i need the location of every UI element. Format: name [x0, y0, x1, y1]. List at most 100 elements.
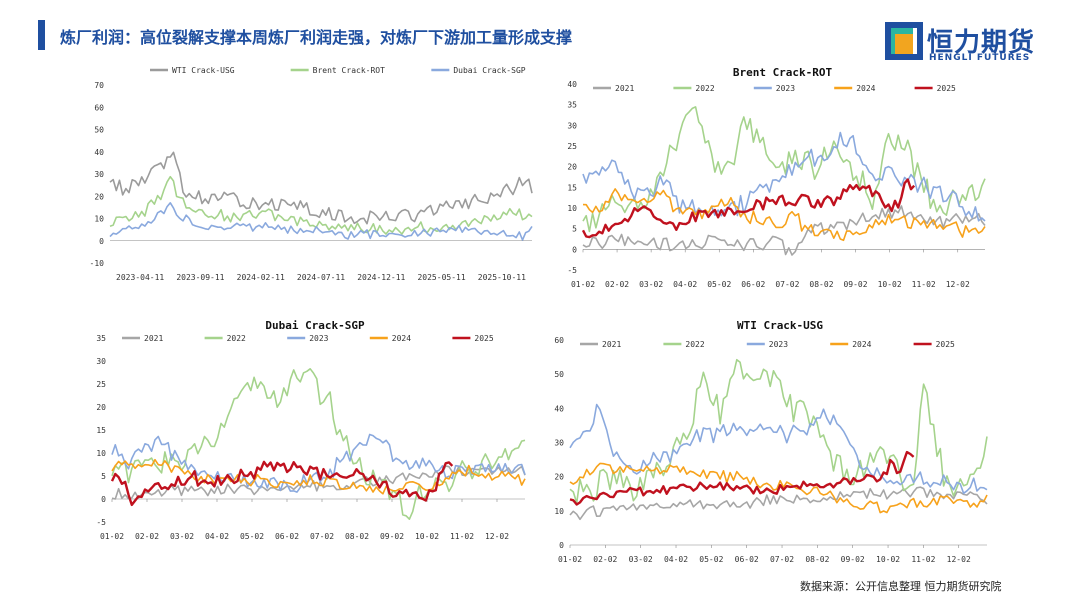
legend-label: 2022 [695, 84, 714, 93]
y-tick-label: 10 [567, 204, 577, 213]
legend-label: 2021 [144, 334, 163, 343]
y-tick-label: -5 [96, 518, 106, 527]
y-tick-label: -10 [90, 259, 105, 268]
y-tick-label: 30 [554, 439, 564, 448]
series-line-2021 [569, 486, 988, 521]
legend-label: 2024 [392, 334, 411, 343]
x-tick-label: 07-02 [770, 555, 794, 564]
y-tick-label: 30 [94, 170, 104, 179]
x-tick-label: 2024-07-11 [297, 273, 345, 282]
x-tick-label: 05-02 [707, 280, 731, 289]
company-logo: 恒力期货 HENGLI FUTURES [885, 22, 1055, 63]
legend-label: 2021 [602, 340, 621, 349]
y-tick-label: 50 [94, 126, 104, 135]
y-tick-label: 0 [99, 237, 104, 246]
y-tick-label: 0 [101, 495, 106, 504]
chart-title: Brent Crack-ROT [733, 66, 833, 79]
page-title: 炼厂利润：高位裂解支撑本周炼厂利润走强，对炼厂下游加工量形成支撑 [60, 28, 573, 47]
series-line-dubai-crack-sgp [109, 202, 533, 241]
y-tick-label: 40 [94, 148, 104, 157]
x-tick-label: 10-02 [415, 532, 439, 541]
y-tick-label: 15 [567, 183, 577, 192]
y-tick-label: 60 [554, 336, 564, 345]
series-line-2022 [111, 368, 526, 520]
x-tick-label: 12-02 [947, 555, 971, 564]
x-tick-label: 10-02 [876, 555, 900, 564]
y-tick-label: 50 [554, 370, 564, 379]
y-tick-label: 40 [554, 404, 564, 413]
series-line-2025 [110, 460, 454, 507]
x-tick-label: 09-02 [380, 532, 404, 541]
y-tick-label: 20 [554, 473, 564, 482]
series-line-2023 [569, 403, 988, 495]
x-tick-label: 12-02 [946, 280, 970, 289]
x-tick-label: 07-02 [310, 532, 334, 541]
x-tick-label: 03-02 [170, 532, 194, 541]
series-line-2023 [582, 131, 986, 222]
x-tick-label: 02-02 [135, 532, 159, 541]
y-tick-label: 20 [567, 163, 577, 172]
logo-name: 恒力期货 [927, 28, 1036, 58]
x-tick-label: 2025-10-11 [478, 273, 526, 282]
series-line-2024 [582, 188, 986, 242]
x-tick-label: 04-02 [664, 555, 688, 564]
x-tick-label: 05-02 [240, 532, 264, 541]
x-tick-label: 04-02 [205, 532, 229, 541]
legend-label: 2021 [615, 84, 634, 93]
legend-label: Dubai Crack-SGP [453, 66, 525, 75]
y-tick-label: 25 [567, 142, 577, 151]
legend-label: 2025 [937, 84, 956, 93]
x-tick-label: 08-02 [809, 280, 833, 289]
y-tick-label: 10 [96, 449, 106, 458]
legend-label: 2022 [227, 334, 246, 343]
x-tick-label: 2023-04-11 [116, 273, 164, 282]
legend-label: 2023 [309, 334, 328, 343]
series-line-2022 [569, 358, 988, 504]
legend-label: 2024 [852, 340, 871, 349]
x-tick-label: 05-02 [699, 555, 723, 564]
series-line-wti-crack-usg [109, 151, 533, 225]
chart-title: WTI Crack-USG [737, 319, 823, 332]
wti-crack-seasonal-chart: WTI Crack-USG 2021 2022 2023 2024 2025 0 10 20 30… [554, 319, 988, 564]
x-tick-label: 01-02 [100, 532, 124, 541]
x-tick-label: 06-02 [735, 555, 759, 564]
x-tick-label: 08-02 [345, 532, 369, 541]
series-line-brent-crack-rot [109, 175, 533, 235]
series-line-2025 [569, 450, 915, 506]
y-tick-label: 20 [96, 403, 106, 412]
x-tick-label: 09-02 [843, 280, 867, 289]
legend-label: 2022 [685, 340, 704, 349]
y-tick-label: 20 [94, 192, 104, 201]
y-tick-label: 5 [101, 472, 106, 481]
x-tick-label: 2024-12-11 [357, 273, 405, 282]
y-tick-label: 0 [559, 541, 564, 550]
y-tick-label: 5 [572, 225, 577, 234]
legend-label: Brent Crack-ROT [313, 66, 385, 75]
x-tick-label: 01-02 [571, 280, 595, 289]
y-tick-label: 10 [94, 215, 104, 224]
y-tick-label: -5 [567, 266, 577, 275]
legend-label: WTI Crack-USG [172, 66, 235, 75]
x-tick-label: 02-02 [605, 280, 629, 289]
y-tick-label: 35 [567, 101, 577, 110]
legend-label: 2024 [856, 84, 875, 93]
x-tick-label: 04-02 [673, 280, 697, 289]
x-tick-label: 2025-05-11 [417, 273, 465, 282]
y-tick-label: 30 [567, 121, 577, 130]
x-tick-label: 08-02 [805, 555, 829, 564]
x-tick-label: 06-02 [275, 532, 299, 541]
crack-spread-timeline-chart: WTI Crack-USG Brent Crack-ROT Dubai Crack-… [90, 66, 533, 282]
x-tick-label: 10-02 [878, 280, 902, 289]
logo-subtitle: HENGLI FUTURES [929, 53, 1031, 63]
legend-label: 2025 [936, 340, 955, 349]
x-tick-label: 01-02 [558, 555, 582, 564]
y-tick-label: 40 [567, 80, 577, 89]
x-tick-label: 2023-09-11 [176, 273, 224, 282]
y-tick-label: 60 [94, 103, 104, 112]
chart-title: Dubai Crack-SGP [265, 319, 365, 332]
data-source-note: 数据来源：公开信息整理 恒力期货研究院 [800, 580, 1002, 593]
y-tick-label: 30 [96, 357, 106, 366]
y-tick-label: 10 [554, 507, 564, 516]
y-tick-label: 15 [96, 426, 106, 435]
